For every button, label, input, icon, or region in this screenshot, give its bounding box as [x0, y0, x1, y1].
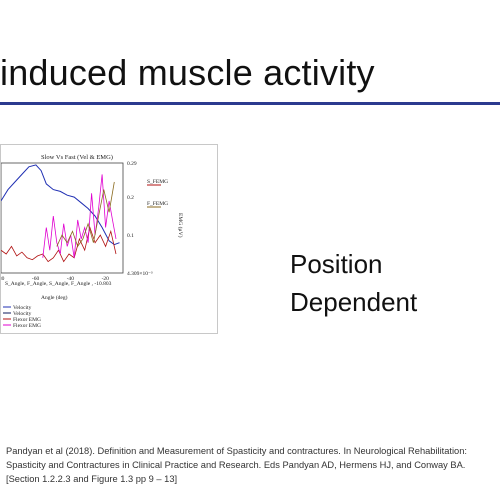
side-text-line-1: Position	[290, 249, 383, 279]
series-line-2	[42, 174, 117, 258]
x-tick-label-3: -20	[102, 276, 110, 282]
y2-tick-label-0: 0.29	[127, 161, 137, 167]
legend-entry-3: Flexor EMG	[13, 323, 41, 329]
legend-entry-2: Flexor EMG	[13, 317, 41, 323]
x-tick-label-1: -60	[32, 276, 40, 282]
figure-image: Slow Vs Fast (Vel & EMG) S_FEMG F_FEMG E…	[0, 144, 218, 334]
emg-velocity-chart: Slow Vs Fast (Vel & EMG) S_FEMG F_FEMG E…	[1, 154, 184, 329]
x-axis-label: Angle (deg)	[41, 294, 68, 301]
right-annotation-s: S_FEMG	[147, 179, 168, 185]
x-caption: S_Angle, F_Angle, S_Angle, F_Angle , -10…	[5, 281, 112, 287]
series-line-0	[1, 164, 120, 246]
x-tick-label-2: -40	[67, 276, 75, 282]
side-annotation: Position Dependent	[290, 245, 417, 321]
y2-tick-label-2: 0.1	[127, 233, 134, 239]
x-tick-label-0: -80	[1, 276, 5, 282]
title-divider	[0, 102, 500, 105]
citation-text: Pandyan et al (2018). Definition and Mea…	[6, 446, 467, 484]
legend-entry-1: Velocity	[13, 311, 32, 317]
series-line-1	[1, 226, 117, 263]
y2-axis-label: EMG (µV)	[177, 213, 184, 238]
legend-entry-0: Velocity	[13, 305, 32, 311]
y2-tick-label-3: 4.309×10⁻³	[127, 271, 153, 277]
side-text-line-2: Dependent	[290, 287, 418, 317]
right-annotation-f: F_FEMG	[147, 201, 168, 207]
chart-title: Slow Vs Fast (Vel & EMG)	[41, 154, 113, 161]
y2-tick-label-1: 0.2	[127, 195, 134, 201]
plot-frame	[1, 162, 124, 274]
series-line-3	[56, 181, 115, 248]
slide-title: induced muscle activity	[0, 52, 375, 93]
